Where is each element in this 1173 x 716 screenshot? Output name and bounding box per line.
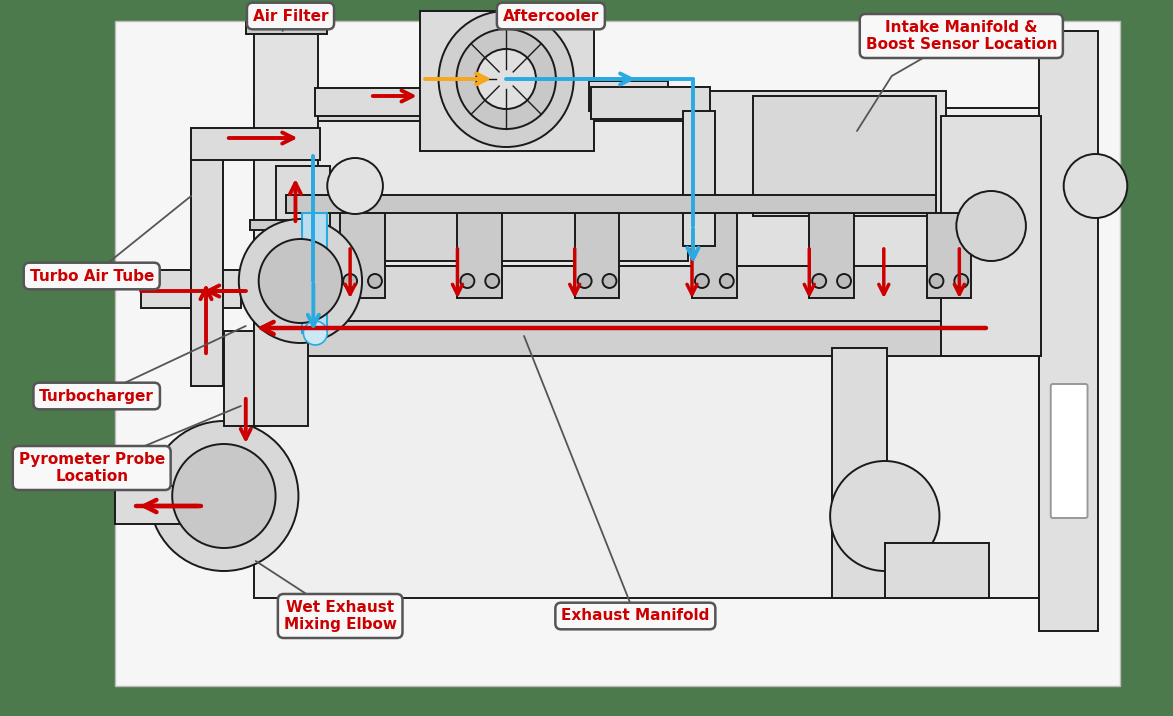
FancyBboxPatch shape	[753, 96, 936, 216]
Circle shape	[476, 49, 536, 109]
FancyBboxPatch shape	[253, 314, 994, 356]
Circle shape	[694, 274, 708, 288]
Circle shape	[812, 274, 826, 288]
Text: Turbo Air Tube: Turbo Air Tube	[29, 268, 154, 284]
FancyBboxPatch shape	[253, 266, 994, 321]
Circle shape	[327, 158, 382, 214]
FancyBboxPatch shape	[285, 195, 936, 213]
Circle shape	[1064, 154, 1127, 218]
FancyBboxPatch shape	[809, 213, 854, 298]
Text: Aftercooler: Aftercooler	[503, 9, 599, 24]
Text: Air Filter: Air Filter	[252, 9, 328, 24]
FancyBboxPatch shape	[253, 99, 944, 121]
FancyBboxPatch shape	[589, 81, 669, 111]
Circle shape	[344, 274, 357, 288]
FancyBboxPatch shape	[1039, 31, 1098, 631]
Circle shape	[830, 461, 940, 571]
FancyBboxPatch shape	[250, 220, 324, 230]
FancyBboxPatch shape	[142, 270, 240, 308]
FancyBboxPatch shape	[832, 348, 887, 598]
Circle shape	[720, 274, 734, 288]
FancyBboxPatch shape	[591, 87, 710, 119]
FancyBboxPatch shape	[253, 316, 308, 426]
Circle shape	[304, 321, 327, 345]
FancyBboxPatch shape	[692, 213, 737, 298]
Circle shape	[239, 219, 362, 343]
FancyBboxPatch shape	[884, 543, 989, 598]
Circle shape	[259, 239, 343, 323]
Text: Exhaust Manifold: Exhaust Manifold	[561, 609, 710, 624]
FancyBboxPatch shape	[305, 206, 689, 261]
Text: Wet Exhaust
Mixing Elbow: Wet Exhaust Mixing Elbow	[284, 600, 396, 632]
FancyBboxPatch shape	[224, 331, 264, 426]
FancyBboxPatch shape	[316, 88, 454, 116]
FancyBboxPatch shape	[703, 91, 947, 266]
Text: Intake Manifold &
Boost Sensor Location: Intake Manifold & Boost Sensor Location	[866, 20, 1057, 52]
FancyBboxPatch shape	[683, 111, 714, 246]
FancyBboxPatch shape	[303, 213, 327, 333]
FancyBboxPatch shape	[253, 111, 944, 266]
Circle shape	[456, 29, 556, 129]
FancyBboxPatch shape	[191, 128, 320, 160]
Circle shape	[955, 274, 968, 288]
Circle shape	[838, 274, 850, 288]
Circle shape	[929, 274, 943, 288]
Circle shape	[603, 274, 617, 288]
FancyBboxPatch shape	[457, 213, 502, 298]
FancyBboxPatch shape	[253, 26, 318, 226]
FancyBboxPatch shape	[246, 22, 327, 34]
FancyBboxPatch shape	[115, 486, 233, 524]
Text: Pyrometer Probe
Location: Pyrometer Probe Location	[19, 452, 165, 484]
Circle shape	[577, 274, 591, 288]
FancyBboxPatch shape	[420, 11, 594, 151]
Circle shape	[439, 11, 574, 147]
Circle shape	[172, 444, 276, 548]
Circle shape	[461, 274, 474, 288]
FancyBboxPatch shape	[942, 116, 1040, 356]
Circle shape	[149, 421, 298, 571]
FancyBboxPatch shape	[115, 21, 1120, 686]
FancyBboxPatch shape	[1051, 384, 1087, 518]
Circle shape	[956, 191, 1026, 261]
Text: Turbocharger: Turbocharger	[39, 389, 154, 404]
FancyBboxPatch shape	[276, 166, 331, 226]
FancyBboxPatch shape	[191, 156, 223, 386]
Circle shape	[486, 274, 500, 288]
FancyBboxPatch shape	[575, 213, 619, 298]
FancyBboxPatch shape	[927, 213, 971, 298]
FancyBboxPatch shape	[253, 108, 1039, 598]
Circle shape	[368, 274, 382, 288]
FancyBboxPatch shape	[340, 213, 385, 298]
